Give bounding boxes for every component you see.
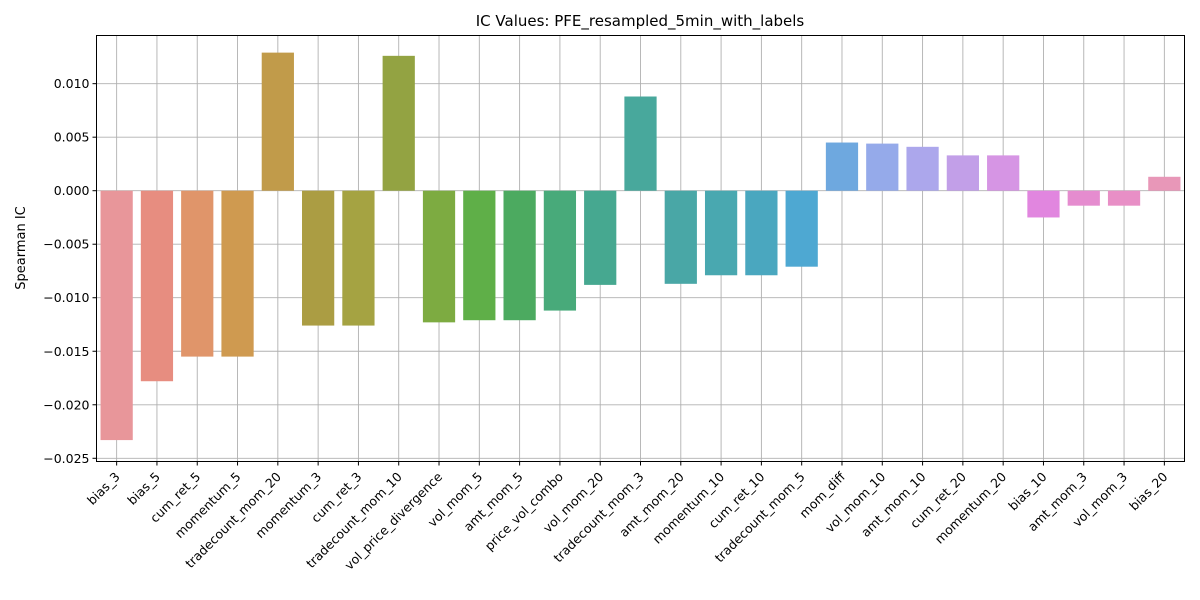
y-tick-label: −0.025 [43, 451, 89, 466]
bar-amt-mom-10 [906, 146, 939, 191]
bar-cum-ret-5 [181, 190, 214, 357]
bar-bias-5 [140, 190, 174, 382]
bar-cum-ret-10 [745, 190, 778, 276]
bar-vol-mom-20 [584, 190, 617, 285]
bar-mom-diff [825, 142, 859, 191]
x-tick-label: momentum_10 [650, 469, 728, 547]
bar-vol-mom-10 [866, 143, 899, 191]
x-tick-label: bias_5 [124, 469, 163, 508]
x-axis-ticks: bias_3 bias_5cum_ret_5momentum_5tradecoun… [84, 461, 1170, 573]
bar-momentum-5 [221, 190, 254, 357]
bars [100, 52, 1181, 441]
bar-vol-mom-5 [463, 190, 496, 321]
y-tick-label: 0.005 [54, 130, 90, 145]
bar-tradecount-mom-3 [624, 96, 657, 191]
y-tick-label: 0.000 [54, 183, 90, 198]
y-tick-label: 0.010 [54, 76, 90, 91]
bar-momentum-10 [704, 190, 738, 276]
y-tick-label: −0.015 [43, 344, 89, 359]
y-tick-label: −0.005 [43, 237, 89, 252]
bar-price-vol-combo [543, 190, 577, 311]
bar-bias-20 [1148, 176, 1181, 191]
bar-bias-3 [100, 190, 133, 441]
bar-vol-price-divergence [422, 190, 456, 323]
bar-cum-ret-20 [946, 155, 979, 191]
x-tick-label: bias_3 [84, 469, 123, 508]
bar-momentum-20 [987, 155, 1020, 191]
chart-title: IC Values: PFE_resampled_5min_with_label… [476, 12, 805, 31]
x-tick-label: bias_20 [1126, 469, 1170, 513]
bar-cum-ret-3 [342, 190, 375, 326]
y-axis-ticks: −0.025 −0.020 −0.015 −0.010 −0.005 0.000 0.005… [43, 76, 97, 466]
bar-amt-mom-5 [503, 190, 536, 321]
bar-amt-mom-20 [664, 190, 697, 284]
y-tick-label: −0.020 [43, 397, 89, 412]
bar-tradecount-mom-5 [785, 190, 818, 267]
bar-tradecount-mom-10 [382, 55, 415, 191]
y-axis-label: Spearman IC [14, 206, 29, 290]
x-tick-label: momentum_20 [932, 469, 1010, 547]
bar-momentum-3 [302, 190, 335, 326]
bar-vol-mom-3 [1107, 190, 1141, 206]
bar-bias-10 [1027, 190, 1060, 218]
bar-amt-mom-3 [1067, 190, 1100, 206]
y-tick-label: −0.010 [43, 290, 89, 305]
bar-tradecount-mom-20 [261, 52, 294, 191]
